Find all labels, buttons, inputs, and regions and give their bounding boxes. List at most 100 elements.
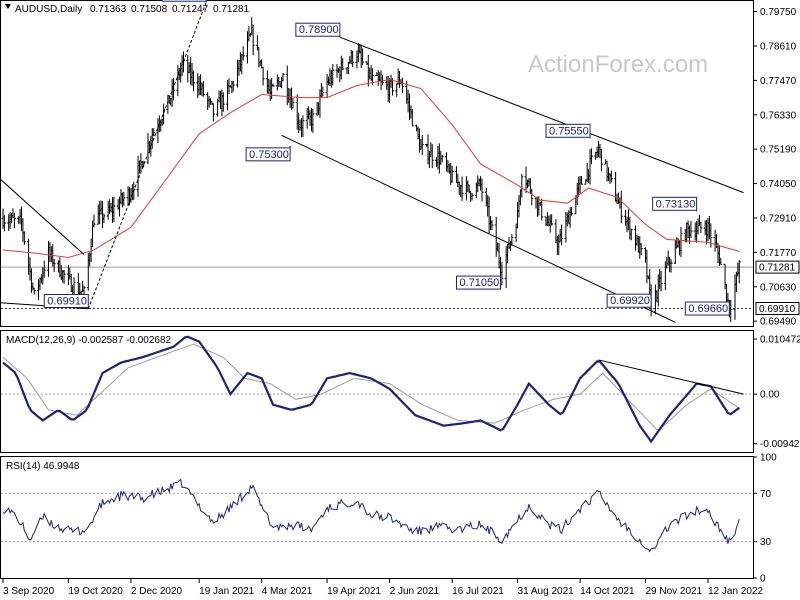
price-bar: [659, 270, 663, 292]
price-bar: [221, 92, 225, 112]
price-trendline: [0, 178, 85, 255]
price-bar: [112, 196, 116, 222]
y-tick-label: 0.00: [760, 390, 780, 401]
y-tick-label: 0.77470: [760, 76, 797, 87]
price-bar: [191, 70, 195, 92]
price-bar: [719, 257, 723, 265]
price-bars: [1, 17, 741, 323]
x-tick-label: 2 Dec 2020: [131, 586, 183, 597]
y-tick-label: -0.009426: [760, 439, 800, 450]
label-text: 0.78900: [299, 24, 339, 36]
macd-main-line: [2, 335, 740, 444]
y-tick-label: 0.71770: [760, 248, 797, 259]
ohlc-low: 0.71247: [172, 4, 209, 15]
price-bar: [311, 108, 315, 133]
price-bar: [390, 78, 394, 96]
y-tick-label: 0.010472: [760, 335, 800, 346]
label-box: [245, 147, 291, 162]
current-price-box: [755, 260, 800, 274]
label-box: [684, 301, 730, 316]
price-level-label: 0.75550: [545, 123, 591, 139]
price-bar: [162, 103, 166, 125]
moving-average-line: [2, 78, 740, 259]
y-tick-label: 0.70630: [760, 282, 797, 293]
price-bar: [102, 213, 106, 224]
price-bar: [331, 64, 335, 86]
price-bar: [579, 176, 583, 185]
price-bar: [440, 155, 444, 163]
y-tick-label: 0.72910: [760, 213, 797, 224]
label-text: 0.69910: [47, 295, 87, 307]
ohlc-close: 0.71281: [213, 4, 250, 15]
label-box: [161, 0, 207, 2]
price-panel-frame: [0, 0, 754, 327]
price-bar: [629, 228, 633, 241]
label-text: 0.69660: [688, 303, 728, 315]
price-bar: [609, 170, 613, 183]
watermark: ActionForex.com: [528, 51, 708, 78]
price-bar: [430, 144, 434, 169]
price-level-label: 0.71050: [455, 274, 501, 290]
price-bar: [400, 77, 404, 94]
price-bar: [420, 135, 424, 156]
support-price-label: 0.69910: [759, 304, 796, 315]
price-bar: [211, 103, 215, 122]
label-box: [43, 293, 89, 308]
price-bar: [530, 188, 534, 206]
price-bar: [689, 220, 693, 238]
macd-plot: [1, 335, 753, 444]
rsi-line: [2, 478, 740, 553]
price-bar: [570, 207, 574, 216]
price-bar: [271, 83, 275, 87]
label-box: [295, 22, 341, 37]
price-bar: [669, 259, 673, 273]
price-level-label: 0.69660: [684, 301, 730, 317]
x-tick-label: 3 Sep 2020: [3, 586, 55, 597]
x-tick-label: 19 Jan 2021: [199, 586, 254, 597]
price-bar: [32, 287, 36, 295]
price-bar: [410, 108, 414, 127]
price-trendline: [339, 36, 744, 194]
price-y-axis: 0.79750 0.78610 0.77470 0.76330 0.75190 0.740…: [753, 7, 800, 328]
y-tick-label: 30: [760, 537, 772, 548]
price-bar: [42, 260, 46, 278]
price-bar: [490, 220, 494, 231]
price-bar: [301, 115, 305, 137]
x-tick-label: 31 Aug 2021: [518, 586, 575, 597]
current-price-label: 0.71281: [759, 263, 796, 274]
header-triangle-icon: [5, 4, 11, 9]
price-bar: [321, 86, 325, 97]
price-bar: [460, 176, 464, 201]
x-tick-label: 29 Nov 2021: [645, 586, 702, 597]
price-bar: [560, 224, 564, 246]
y-tick-label: 0.69490: [760, 317, 797, 328]
rsi-plot: [1, 478, 753, 553]
label-text: 0.69920: [610, 295, 650, 307]
price-bar: [92, 214, 96, 228]
y-tick-label: 0.78610: [760, 41, 797, 52]
price-bar: [281, 73, 285, 82]
price-level-label: 0.75300: [245, 145, 291, 162]
label-box: [545, 123, 591, 138]
macd-panel-frame: [0, 330, 754, 453]
y-tick-label: 100: [760, 453, 777, 464]
ohlc-open: 0.71363: [90, 4, 127, 15]
x-tick-label: 14 Oct 2021: [580, 586, 635, 597]
y-tick-label: 0: [760, 574, 766, 585]
price-bar: [500, 262, 504, 286]
price-bar: [699, 222, 703, 234]
price-bar: [122, 191, 126, 206]
macd-header: MACD(12,26,9) -0.002587 -0.002682: [6, 335, 172, 346]
label-box: [606, 293, 652, 308]
price-bar: [520, 173, 524, 198]
label-text: 0.73130: [656, 198, 696, 210]
symbol-label: AUDUSD,Daily: [15, 4, 82, 15]
price-bar: [291, 97, 295, 109]
price-bar: [470, 193, 474, 201]
price-bar: [639, 243, 643, 255]
price-bar: [351, 50, 355, 67]
price-bar: [261, 66, 265, 86]
price-bar: [395, 83, 399, 97]
price-level-label: 0.80060: [161, 0, 207, 3]
